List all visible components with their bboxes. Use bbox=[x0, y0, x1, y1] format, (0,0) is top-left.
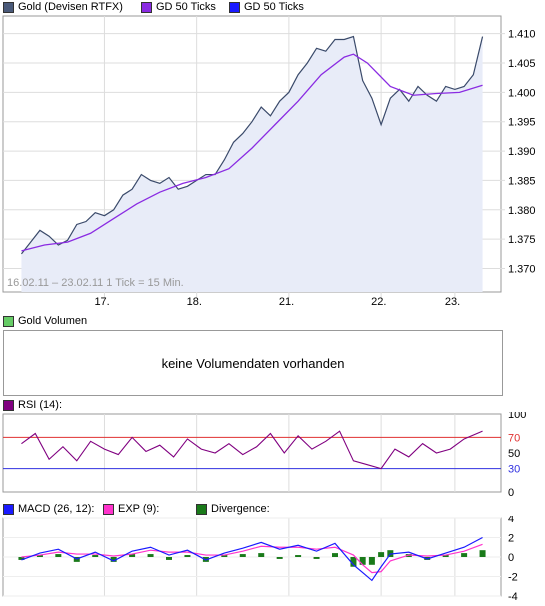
y-tick-label: 1.410 bbox=[508, 29, 536, 41]
divergence-bar bbox=[166, 557, 172, 560]
legend-label-exp: EXP (9): bbox=[118, 503, 160, 515]
divergence-bar bbox=[359, 557, 366, 565]
main-legend: Gold (Devisen RTFX) GD 50 Ticks GD 50 Ti… bbox=[3, 0, 543, 14]
legend-label-gd50-b: GD 50 Ticks bbox=[244, 1, 304, 13]
date-range-label: 16.02.11 – 23.02.11 1 Tick = 15 Min. bbox=[7, 277, 184, 289]
exp-line bbox=[21, 543, 483, 574]
macd-y-tick-label: -2 bbox=[508, 572, 518, 584]
macd-y-tick-label: -4 bbox=[508, 591, 518, 603]
rsi-y-tick-label: 30 bbox=[508, 464, 520, 476]
divergence-bar bbox=[442, 555, 449, 557]
y-tick-label: 1.370 bbox=[508, 264, 536, 276]
macd-line bbox=[21, 536, 483, 582]
legend-swatch-gold bbox=[3, 1, 14, 13]
divergence-bar bbox=[36, 555, 43, 557]
divergence-bar bbox=[92, 555, 99, 557]
legend-swatch-divergence bbox=[196, 503, 207, 515]
divergence-bar bbox=[368, 557, 375, 565]
x-tick-label: 21. bbox=[279, 296, 294, 308]
macd-y-tick-label: 0 bbox=[508, 552, 514, 564]
divergence-bar bbox=[461, 553, 468, 557]
price-chart: 17. 18. 21. 22. 23. 1.370 1.375 1.380 1.385 1.390… bbox=[2, 15, 536, 308]
volume-legend: Gold Volumen bbox=[3, 314, 87, 328]
x-tick-label: 23. bbox=[445, 296, 460, 308]
volume-legend-label: Gold Volumen bbox=[18, 315, 88, 327]
y-tick-label: 1.395 bbox=[508, 117, 536, 129]
divergence-bar bbox=[258, 553, 265, 557]
divergence-bar bbox=[276, 557, 283, 559]
volume-legend-swatch bbox=[3, 315, 14, 327]
x-tick-label: 17. bbox=[94, 296, 109, 308]
ma-line bbox=[21, 53, 483, 252]
y-tick-label: 1.400 bbox=[508, 87, 536, 99]
price-area-fill bbox=[21, 36, 483, 292]
rsi-line bbox=[21, 430, 483, 470]
rsi-y-tick-label: 100 bbox=[508, 412, 526, 421]
legend-label-gd50-a: GD 50 Ticks bbox=[156, 1, 216, 13]
legend-label-gold: Gold (Devisen RTFX) bbox=[18, 1, 123, 13]
volume-panel: keine Volumendaten vorhanden bbox=[3, 330, 503, 396]
divergence-bar bbox=[55, 554, 62, 557]
divergence-bar bbox=[479, 550, 486, 557]
y-tick-label: 1.390 bbox=[508, 146, 536, 158]
rsi-y-tick-label: 70 bbox=[508, 432, 520, 444]
rsi-y-tick-label: 50 bbox=[508, 448, 520, 460]
divergence-bar bbox=[378, 552, 385, 557]
divergence-bar bbox=[313, 557, 320, 559]
rsi-frame bbox=[2, 413, 502, 493]
legend-item-macd: MACD (26, 12): bbox=[3, 502, 94, 516]
rsi-chart: 0 30 50 70 100 bbox=[2, 412, 526, 499]
legend-swatch-exp bbox=[103, 503, 114, 515]
rsi-legend-swatch bbox=[3, 399, 14, 411]
divergence-bar bbox=[295, 555, 302, 557]
legend-item-gold: Gold (Devisen RTFX) bbox=[3, 0, 123, 14]
legend-label-macd: MACD (26, 12): bbox=[18, 503, 95, 515]
rsi-legend: RSI (14): bbox=[3, 398, 62, 412]
y-tick-label: 1.375 bbox=[508, 234, 536, 246]
divergence-bar bbox=[239, 554, 246, 557]
legend-swatch-macd bbox=[3, 503, 14, 515]
divergence-bar bbox=[184, 555, 191, 557]
divergence-bar bbox=[332, 553, 338, 557]
macd-chart: -4 -2 0 2 4 bbox=[2, 516, 518, 603]
legend-item-gd50-a: GD 50 Ticks bbox=[141, 0, 216, 14]
x-tick-label: 18. bbox=[187, 296, 202, 308]
legend-item-exp: EXP (9): bbox=[103, 502, 159, 516]
macd-y-tick-label: 4 bbox=[508, 516, 514, 525]
divergence-bar bbox=[110, 557, 117, 562]
divergence-bar bbox=[221, 555, 228, 557]
volume-empty-message: keine Volumendaten vorhanden bbox=[161, 355, 345, 371]
divergence-bar bbox=[129, 554, 136, 557]
divergence-bar bbox=[18, 557, 25, 560]
legend-swatch-gd50-b bbox=[229, 1, 240, 13]
macd-y-tick-label: 2 bbox=[508, 533, 514, 545]
divergence-bar bbox=[350, 557, 357, 567]
legend-item-gd50-b: GD 50 Ticks bbox=[229, 0, 304, 14]
y-tick-label: 1.405 bbox=[508, 58, 536, 70]
rsi-legend-label: RSI (14): bbox=[18, 399, 63, 411]
divergence-bar bbox=[147, 554, 154, 557]
macd-legend: MACD (26, 12): EXP (9): Divergence: bbox=[3, 502, 543, 516]
legend-label-divergence: Divergence: bbox=[211, 503, 270, 515]
legend-item-divergence: Divergence: bbox=[196, 502, 270, 516]
x-tick-label: 22. bbox=[371, 296, 386, 308]
price-line bbox=[20, 35, 484, 255]
legend-swatch-gd50-a bbox=[141, 1, 152, 13]
rsi-y-tick-label: 0 bbox=[508, 487, 514, 499]
y-tick-label: 1.385 bbox=[508, 175, 536, 187]
y-tick-label: 1.380 bbox=[508, 205, 536, 217]
